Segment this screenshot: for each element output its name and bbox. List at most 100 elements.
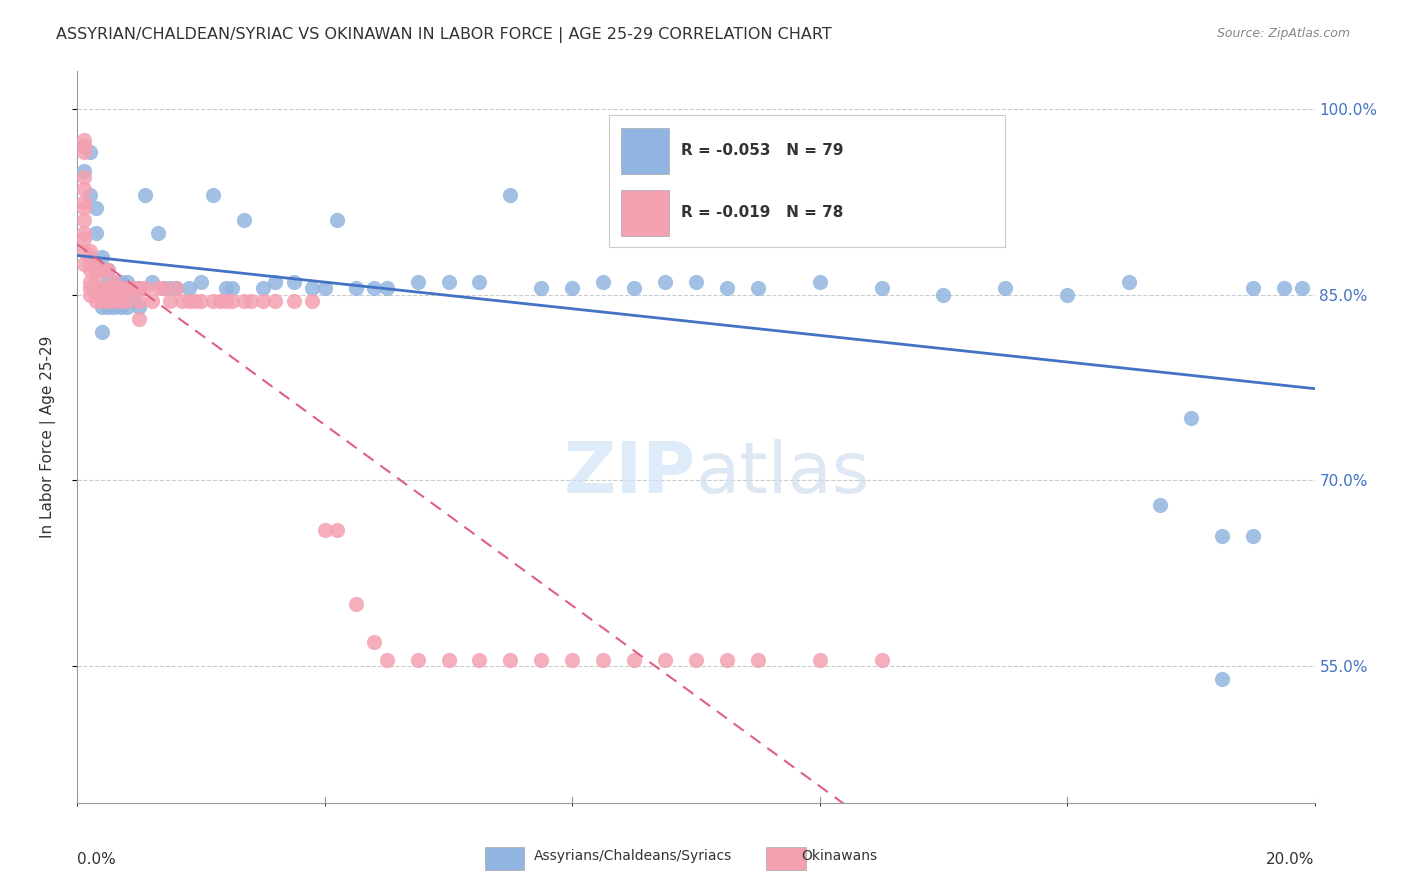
Point [252,281,274,295]
Point [654,653,676,667]
Point [326,523,349,537]
Point [141,293,163,308]
Point [1149,498,1171,512]
Point [1180,411,1202,425]
Point [264,275,287,289]
Point [1211,529,1233,543]
Point [654,275,676,289]
Point [91,262,114,277]
Point [84,262,107,277]
Point [115,275,138,289]
Point [79,287,101,301]
Point [97,262,120,277]
Point [283,293,305,308]
Point [79,244,101,259]
Point [406,275,429,289]
Point [808,275,831,289]
Point [141,275,163,289]
Point [91,325,114,339]
Point [103,275,125,289]
Point [561,653,583,667]
Point [530,281,553,295]
Point [79,250,101,264]
Point [134,281,156,295]
Point [91,281,114,295]
Point [215,281,238,295]
Point [870,281,893,295]
Point [84,256,107,270]
Point [1241,529,1264,543]
Point [252,293,274,308]
Text: ASSYRIAN/CHALDEAN/SYRIAC VS OKINAWAN IN LABOR FORCE | AGE 25-29 CORRELATION CHAR: ASSYRIAN/CHALDEAN/SYRIAC VS OKINAWAN IN … [56,27,832,43]
Point [1211,672,1233,686]
Point [103,300,125,314]
Point [79,275,101,289]
Point [97,287,120,301]
Text: atlas: atlas [696,439,870,508]
Point [233,293,256,308]
Point [1056,287,1078,301]
Point [499,653,522,667]
Point [128,281,150,295]
Point [128,281,150,295]
Text: Assyrians/Chaldeans/Syriacs: Assyrians/Chaldeans/Syriacs [534,849,733,863]
Point [72,132,94,146]
Point [103,287,125,301]
Point [97,275,120,289]
Point [202,293,225,308]
Point [110,293,132,308]
Point [190,293,212,308]
Point [177,281,200,295]
Point [406,653,429,667]
Point [870,653,893,667]
Point [110,281,132,295]
Point [375,653,398,667]
Point [159,281,181,295]
Point [84,293,107,308]
Point [264,293,287,308]
Point [994,281,1017,295]
Point [623,281,645,295]
Point [97,293,120,308]
Text: Okinawans: Okinawans [801,849,877,863]
Point [91,250,114,264]
Point [437,653,460,667]
Point [326,213,349,227]
Point [79,188,101,202]
Point [221,293,243,308]
Point [103,281,125,295]
Point [314,523,336,537]
Point [122,287,145,301]
Point [97,300,120,314]
Point [84,226,107,240]
Point [592,653,614,667]
Point [115,281,138,295]
Point [72,163,94,178]
Point [499,188,522,202]
Point [592,275,614,289]
Point [146,226,169,240]
Point [84,287,107,301]
Point [79,262,101,277]
Point [208,293,231,308]
Point [344,598,367,612]
Point [153,281,176,295]
Point [115,281,138,295]
Point [468,275,491,289]
Point [134,188,156,202]
Point [159,293,181,308]
Point [747,281,769,295]
Point [283,275,305,289]
Point [103,281,125,295]
Point [72,213,94,227]
Point [72,226,94,240]
Point [97,262,120,277]
Point [301,281,323,295]
Point [1241,281,1264,295]
Point [84,281,107,295]
Point [72,182,94,196]
Point [184,293,207,308]
Point [932,287,955,301]
Point [110,300,132,314]
Point [623,653,645,667]
